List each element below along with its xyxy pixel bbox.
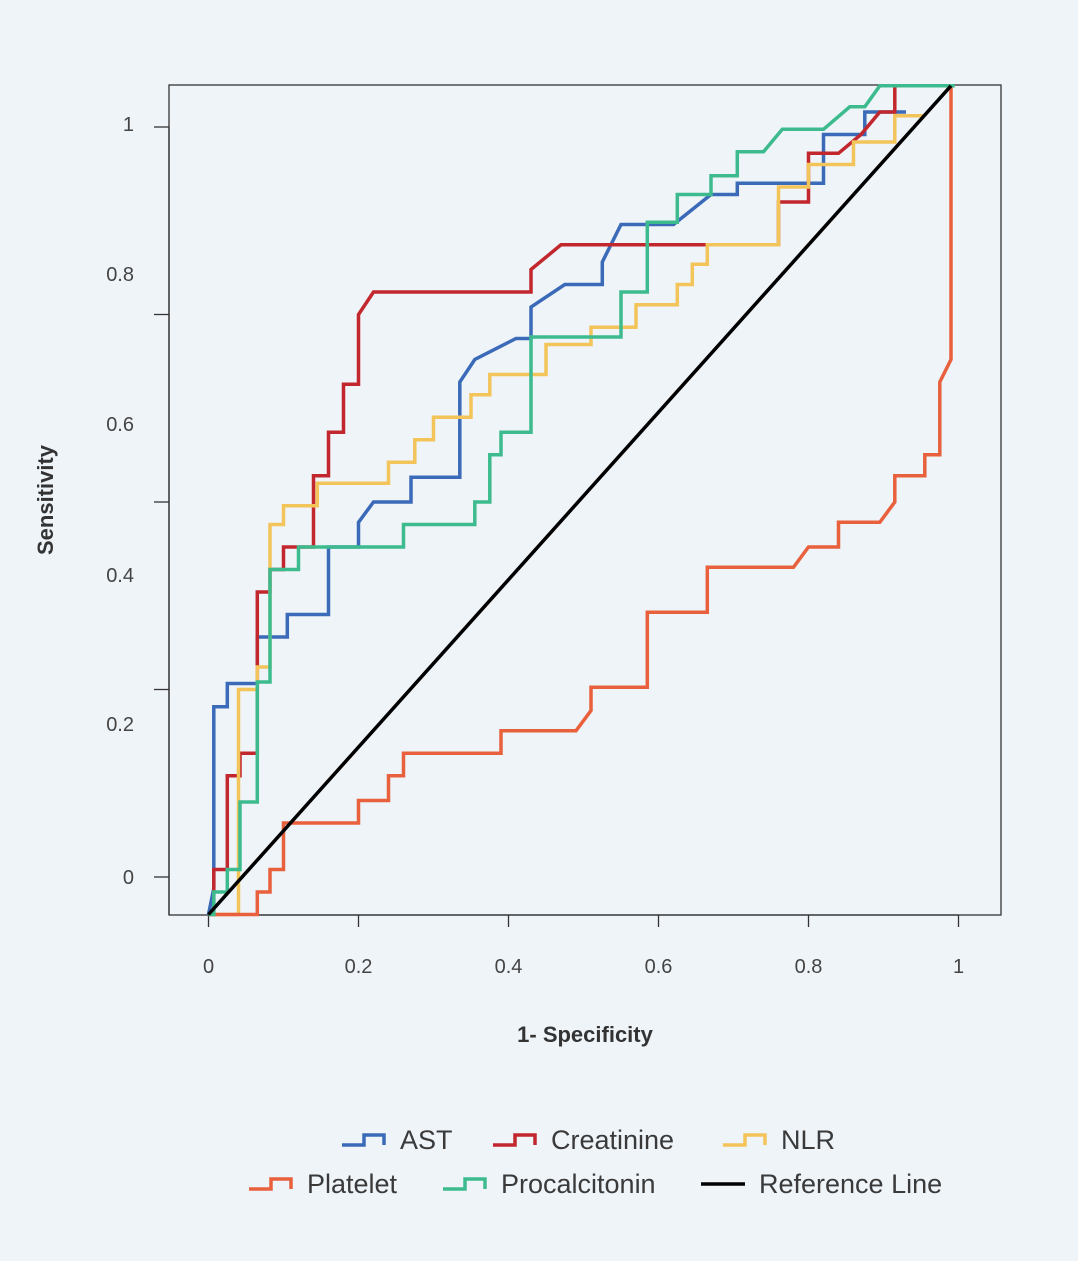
plot-frame [168,84,1002,916]
x-tick-label: 0.8 [795,956,823,978]
series-line-procalcitonin [208,84,955,917]
x-tick-label: 0.6 [645,956,673,978]
x-tick-label: 0.4 [495,956,523,978]
x-tick-label: 1 [953,956,964,978]
y-tick-label: 0 [123,867,134,889]
x-axis: 0 0.2 0.4 0.6 0.8 1 [203,914,964,978]
legend-swatch-procalcitonin [443,1177,487,1191]
x-tick-label: 0.2 [345,956,373,978]
series-line-platelet [208,85,953,917]
y-tick-label: 1 [123,114,134,136]
legend-swatch-creatinine [493,1133,537,1147]
legend: AST Creatinine NLR Platelet Procalcitonin Ref… [249,1125,942,1199]
series-line-nlr [208,114,925,917]
series-line-reference-line [207,84,953,916]
y-tick-label: 0.2 [106,714,134,736]
y-axis: 0 0.2 0.4 0.6 0.8 1 [106,114,170,915]
x-axis-title: 1- Specificity [517,1022,653,1047]
legend-label-procalcitonin: Procalcitonin [501,1169,656,1199]
legend-label-platelet: Platelet [307,1169,398,1199]
legend-swatch-platelet [249,1177,293,1191]
legend-swatch-nlr [723,1133,767,1147]
legend-swatch-ast [342,1133,386,1147]
legend-label-ast: AST [400,1125,453,1155]
y-tick-label: 0.6 [106,414,134,436]
y-tick-label: 0.4 [106,565,134,587]
legend-label-reference-line: Reference Line [759,1169,942,1199]
series-lines [206,84,955,917]
y-tick-label: 0.8 [106,264,134,286]
y-axis-title: Sensitivity [33,444,58,555]
legend-label-nlr: NLR [781,1125,835,1155]
legend-label-creatinine: Creatinine [551,1125,674,1155]
x-tick-label: 0 [203,956,214,978]
